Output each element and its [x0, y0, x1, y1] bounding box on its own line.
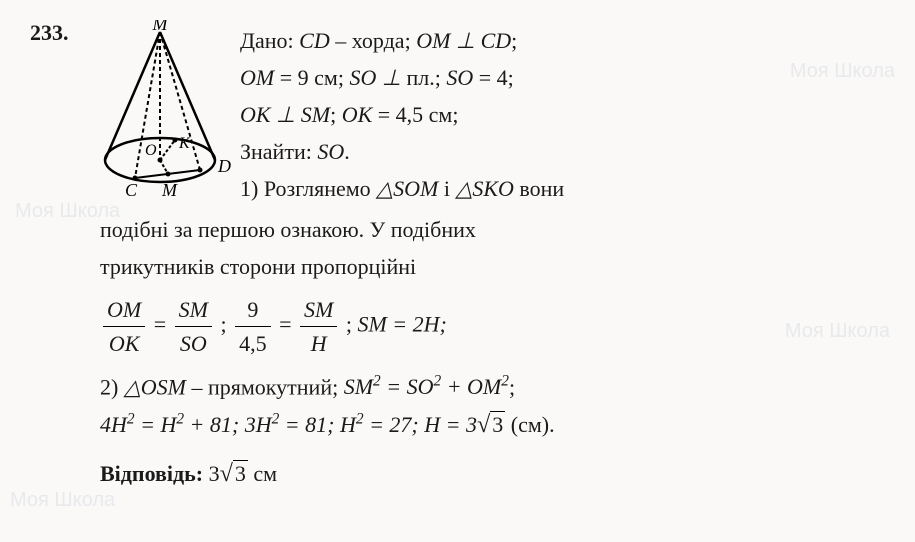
eq-4h2: 4H2 = H2 + 81; 3H2 = 81; H2 = 27; H = 3: [100, 412, 477, 437]
text: – прямокутний;: [186, 374, 344, 399]
sqrt3: 3: [477, 407, 505, 443]
text: пл.;: [407, 65, 447, 90]
watermark: Моя Школа: [10, 489, 115, 512]
perp-om-cd: OM ⊥ CD: [416, 28, 511, 53]
frac-sm-h: SM H: [300, 293, 337, 360]
svg-text:C: C: [125, 180, 138, 200]
answer-label: Відповідь:: [100, 461, 209, 486]
given-label: Дано:: [240, 28, 299, 53]
find-label: Знайти:: [240, 139, 317, 164]
step2-line1: 2) △OSM – прямокутний; SM2 = SO2 + OM2;: [100, 370, 885, 403]
eq: =: [279, 312, 297, 337]
ok-var: OK: [342, 102, 373, 127]
frac-9-45: 9 4,5: [235, 293, 271, 360]
given-text: Дано: CD – хорда; OM ⊥ CD; OM = 9 см; SO…: [240, 20, 885, 209]
sqrt3-ans: 3: [220, 456, 248, 492]
om-var: OM: [240, 65, 274, 90]
sm-2h: SM = 2H;: [357, 312, 446, 337]
text: ;: [346, 312, 358, 337]
svg-text:K: K: [178, 135, 191, 152]
so-var: SO: [446, 65, 473, 90]
find-so: SO: [317, 139, 344, 164]
triangle-sko: △SKO: [455, 176, 513, 201]
step1-text: 1) Розглянемо: [240, 176, 376, 201]
step1-line2: подібні за першою ознакою. У подібних: [100, 213, 885, 246]
chord-cd: CD: [299, 28, 330, 53]
sm-sq: SM2 = SO2 + OM2: [344, 374, 509, 399]
svg-text:M: M: [152, 20, 169, 34]
text: 2): [100, 374, 124, 399]
text: .: [344, 139, 350, 164]
svg-text:M: M: [161, 180, 178, 200]
triangle-som: △SOM: [376, 176, 438, 201]
answer-unit: см: [248, 461, 277, 486]
svg-text:D: D: [217, 156, 231, 176]
eq: =: [154, 312, 172, 337]
cone-diagram: M O K D C M: [90, 20, 240, 200]
ok-perp-sm: OK ⊥ SM: [240, 102, 330, 127]
text: вони: [514, 176, 564, 201]
text: – хорда;: [330, 28, 416, 53]
step1-line3: трикутників сторони пропорційні: [100, 250, 885, 283]
text: і: [438, 176, 455, 201]
svg-text:O: O: [145, 142, 157, 159]
diagram-column: 233. M O K D C M: [30, 20, 240, 200]
text: (см).: [505, 412, 554, 437]
text: ;: [509, 374, 515, 399]
step2-line2: 4H2 = H2 + 81; 3H2 = 81; H2 = 27; H = 33…: [100, 407, 885, 443]
answer-line: Відповідь: 33 см: [100, 456, 885, 492]
text: ;: [511, 28, 517, 53]
answer-value: 3: [209, 461, 220, 486]
triangle-osm: △OSM: [124, 374, 186, 399]
frac-om-ok: OM OK: [103, 293, 145, 360]
top-row: 233. M O K D C M: [30, 20, 885, 209]
text: = 4;: [473, 65, 514, 90]
problem-number: 233.: [30, 20, 90, 200]
text: ;: [220, 312, 232, 337]
frac-sm-so: SM SO: [175, 293, 212, 360]
text: = 4,5 см;: [372, 102, 458, 127]
text: = 9 см;: [274, 65, 349, 90]
fraction-line: OM OK = SM SO ; 9 4,5 = SM H ; SM = 2H;: [100, 293, 885, 360]
text: ;: [330, 102, 342, 127]
so-perp: SO ⊥: [349, 65, 406, 90]
